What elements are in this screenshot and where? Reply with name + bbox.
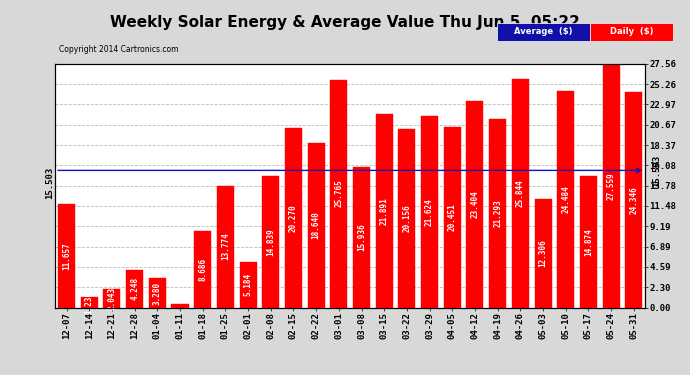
Bar <box>535 199 551 308</box>
Text: 11.657: 11.657 <box>62 242 71 270</box>
Bar <box>558 91 574 308</box>
Text: 4.248: 4.248 <box>130 277 139 300</box>
Bar <box>81 297 98 307</box>
Text: 25.844: 25.844 <box>516 179 525 207</box>
Text: 27.559: 27.559 <box>607 172 615 200</box>
Text: 21.624: 21.624 <box>425 198 434 226</box>
Text: 2.043: 2.043 <box>108 287 117 310</box>
Bar <box>126 270 143 308</box>
Text: 3.280: 3.280 <box>152 281 162 304</box>
Text: 15.503: 15.503 <box>652 154 661 186</box>
Bar <box>285 128 302 308</box>
Text: Weekly Solar Energy & Average Value Thu Jun 5  05:22: Weekly Solar Energy & Average Value Thu … <box>110 15 580 30</box>
Text: 13.774: 13.774 <box>221 233 230 261</box>
Bar <box>194 231 211 308</box>
Bar <box>308 142 325 308</box>
Bar <box>602 64 620 308</box>
Text: 25.765: 25.765 <box>335 180 344 207</box>
Bar <box>149 279 166 308</box>
Bar <box>217 186 234 308</box>
Text: 8.686: 8.686 <box>198 258 207 280</box>
Bar <box>104 290 121 308</box>
Text: 24.484: 24.484 <box>561 185 570 213</box>
Text: 1.236: 1.236 <box>85 291 94 314</box>
Text: 21.293: 21.293 <box>493 200 502 227</box>
Bar <box>489 119 506 308</box>
Bar <box>580 176 597 308</box>
Text: 23.404: 23.404 <box>471 190 480 218</box>
Text: 18.640: 18.640 <box>312 211 321 239</box>
Bar <box>262 176 279 308</box>
Text: 14.839: 14.839 <box>266 228 275 256</box>
Text: 5.184: 5.184 <box>244 273 253 296</box>
Bar <box>625 92 642 308</box>
Text: 14.874: 14.874 <box>584 228 593 256</box>
Bar <box>466 100 484 308</box>
Text: Daily  ($): Daily ($) <box>609 27 653 36</box>
Text: 12.306: 12.306 <box>538 239 548 267</box>
Text: Average  ($): Average ($) <box>515 27 573 36</box>
Bar <box>512 79 529 308</box>
Text: 20.270: 20.270 <box>289 204 298 232</box>
Bar <box>172 304 188 307</box>
Bar <box>375 114 393 308</box>
Bar <box>444 127 461 308</box>
Bar <box>353 166 370 308</box>
Text: 20.451: 20.451 <box>448 203 457 231</box>
Bar <box>58 204 75 308</box>
Bar <box>239 262 257 308</box>
Text: Copyright 2014 Cartronics.com: Copyright 2014 Cartronics.com <box>59 45 178 54</box>
Text: 24.346: 24.346 <box>629 186 638 214</box>
Text: 21.891: 21.891 <box>380 197 388 225</box>
Bar <box>421 116 438 308</box>
Bar <box>331 80 347 308</box>
Text: 20.156: 20.156 <box>402 204 411 232</box>
Text: 15.936: 15.936 <box>357 223 366 251</box>
Bar <box>398 129 415 308</box>
